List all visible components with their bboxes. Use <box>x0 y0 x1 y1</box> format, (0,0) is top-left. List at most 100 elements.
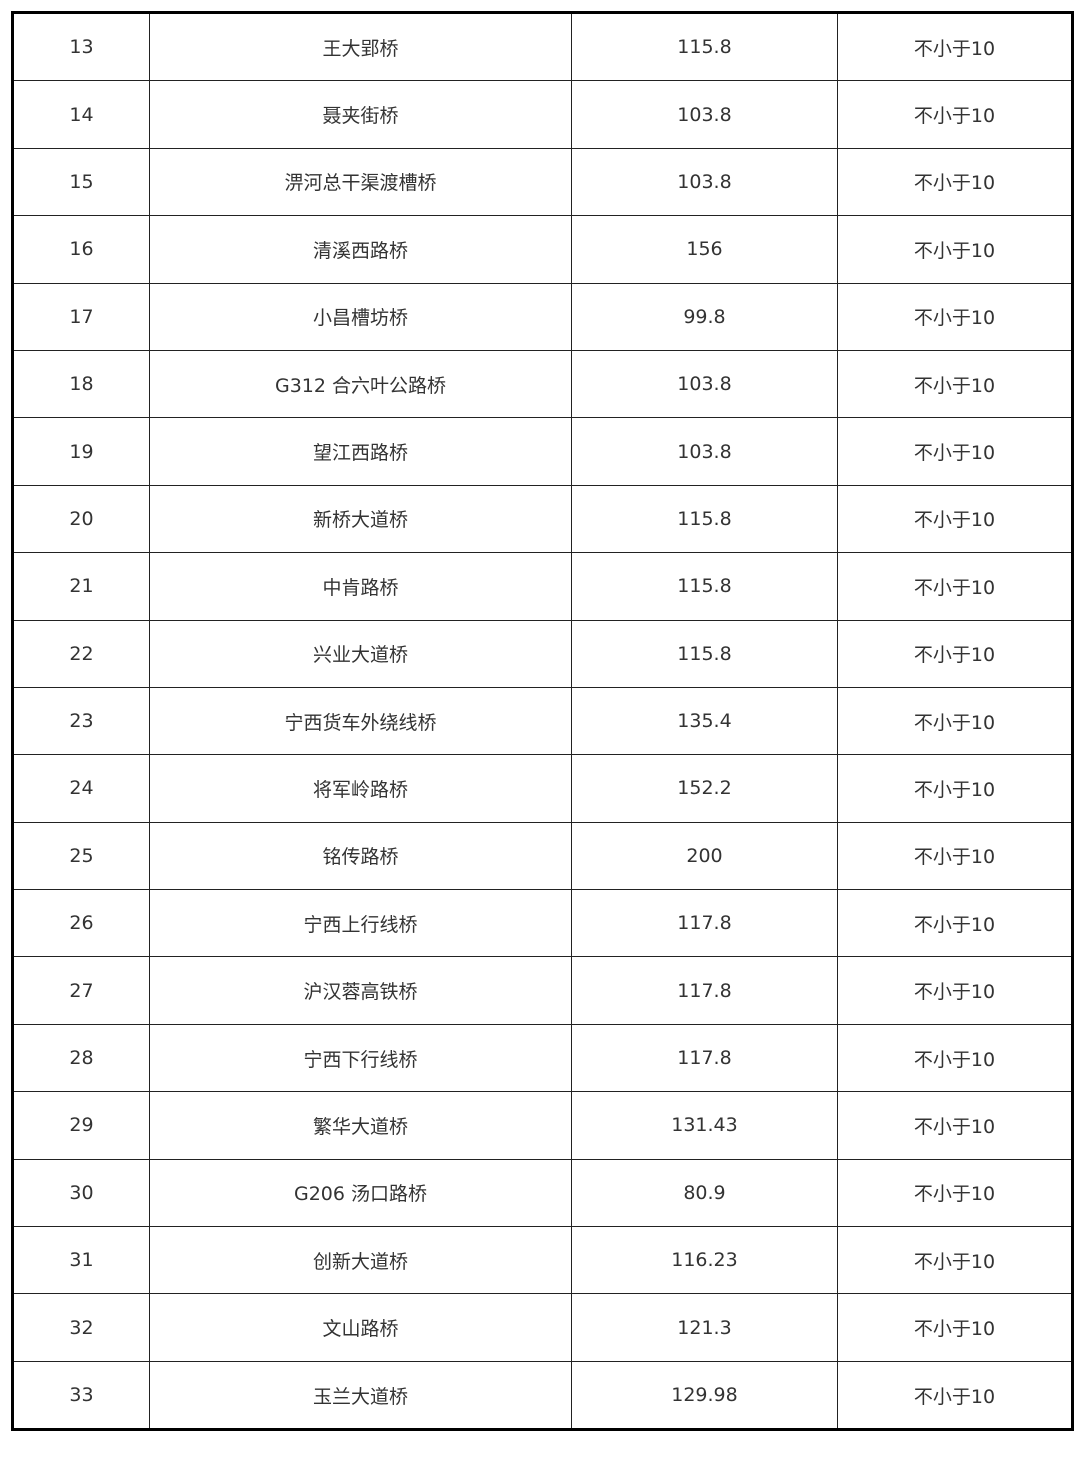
table-row: 27 沪汉蓉高铁桥 117.8 不小于10 <box>12 956 1073 1025</box>
value-cell: 115.8 <box>571 484 838 554</box>
bridge-name: 宁西货车外绕线桥 <box>149 686 572 756</box>
bridge-name: 新桥大道桥 <box>149 484 572 554</box>
table-row: 21 中肯路桥 115.8 不小于10 <box>12 552 1073 621</box>
value-cell: 103.8 <box>571 80 838 149</box>
table-row: 22 兴业大道桥 115.8 不小于10 <box>12 619 1073 688</box>
value-cell: 115.8 <box>571 619 838 688</box>
requirement-cell: 不小于10 <box>837 349 1073 419</box>
value-cell: 117.8 <box>571 956 838 1025</box>
value-cell: 115.8 <box>571 11 838 82</box>
row-number: 27 <box>12 956 150 1025</box>
table-row: 31 创新大道桥 116.23 不小于10 <box>12 1226 1073 1295</box>
value-cell: 116.23 <box>571 1226 838 1295</box>
value-cell: 103.8 <box>571 349 838 419</box>
requirement-cell: 不小于10 <box>837 1293 1073 1362</box>
requirement-cell: 不小于10 <box>837 552 1073 621</box>
bridge-name: 宁西上行线桥 <box>149 889 572 958</box>
bridge-name: G312 合六叶公路桥 <box>149 349 572 419</box>
bridge-name: 聂夹街桥 <box>149 80 572 149</box>
requirement-cell: 不小于10 <box>837 1158 1073 1228</box>
bridge-table: 13 王大郢桥 115.8 不小于10 14 聂夹街桥 103.8 不小于10 15 淠河总干渠渡… <box>11 11 1074 1432</box>
requirement-cell: 不小于10 <box>837 1091 1073 1160</box>
table-row: 24 将军岭路桥 152.2 不小于10 <box>12 754 1073 823</box>
table-row: 33 玉兰大道桥 129.98 不小于10 <box>12 1360 1073 1431</box>
row-number: 21 <box>12 552 150 621</box>
row-number: 13 <box>12 11 150 82</box>
value-cell: 117.8 <box>571 1023 838 1093</box>
row-number: 25 <box>12 821 150 891</box>
table-row: 14 聂夹街桥 103.8 不小于10 <box>12 80 1073 149</box>
requirement-cell: 不小于10 <box>837 754 1073 823</box>
row-number: 29 <box>12 1091 150 1160</box>
row-number: 23 <box>12 686 150 756</box>
table-row: 25 铭传路桥 200 不小于10 <box>12 821 1073 891</box>
table-row: 13 王大郢桥 115.8 不小于10 <box>12 11 1073 82</box>
row-number: 28 <box>12 1023 150 1093</box>
requirement-cell: 不小于10 <box>837 147 1073 217</box>
bridge-name: 望江西路桥 <box>149 417 572 486</box>
value-cell: 117.8 <box>571 889 838 958</box>
requirement-cell: 不小于10 <box>837 11 1073 82</box>
requirement-cell: 不小于10 <box>837 956 1073 1025</box>
bridge-name: 淠河总干渠渡槽桥 <box>149 147 572 217</box>
value-cell: 152.2 <box>571 754 838 823</box>
row-number: 18 <box>12 349 150 419</box>
requirement-cell: 不小于10 <box>837 889 1073 958</box>
table-row: 20 新桥大道桥 115.8 不小于10 <box>12 484 1073 554</box>
bridge-name: 中肯路桥 <box>149 552 572 621</box>
row-number: 20 <box>12 484 150 554</box>
table-row: 26 宁西上行线桥 117.8 不小于10 <box>12 889 1073 958</box>
requirement-cell: 不小于10 <box>837 215 1073 284</box>
value-cell: 103.8 <box>571 147 838 217</box>
row-number: 26 <box>12 889 150 958</box>
row-number: 32 <box>12 1293 150 1362</box>
table-body: 13 王大郢桥 115.8 不小于10 14 聂夹街桥 103.8 不小于10 15 淠河总干渠渡… <box>12 11 1073 1431</box>
requirement-cell: 不小于10 <box>837 1023 1073 1093</box>
row-number: 15 <box>12 147 150 217</box>
bridge-name: 文山路桥 <box>149 1293 572 1362</box>
table-row: 23 宁西货车外绕线桥 135.4 不小于10 <box>12 686 1073 756</box>
row-number: 19 <box>12 417 150 486</box>
value-cell: 200 <box>571 821 838 891</box>
requirement-cell: 不小于10 <box>837 1360 1073 1431</box>
requirement-cell: 不小于10 <box>837 821 1073 891</box>
table-row: 32 文山路桥 121.3 不小于10 <box>12 1293 1073 1362</box>
bridge-name: 铭传路桥 <box>149 821 572 891</box>
value-cell: 129.98 <box>571 1360 838 1431</box>
row-number: 16 <box>12 215 150 284</box>
row-number: 22 <box>12 619 150 688</box>
bridge-name: 繁华大道桥 <box>149 1091 572 1160</box>
value-cell: 135.4 <box>571 686 838 756</box>
bridge-name: 清溪西路桥 <box>149 215 572 284</box>
bridge-name: 宁西下行线桥 <box>149 1023 572 1093</box>
value-cell: 131.43 <box>571 1091 838 1160</box>
table-row: 18 G312 合六叶公路桥 103.8 不小于10 <box>12 349 1073 419</box>
requirement-cell: 不小于10 <box>837 484 1073 554</box>
bridge-name: 兴业大道桥 <box>149 619 572 688</box>
row-number: 17 <box>12 282 150 351</box>
value-cell: 156 <box>571 215 838 284</box>
bridge-name: 将军岭路桥 <box>149 754 572 823</box>
requirement-cell: 不小于10 <box>837 282 1073 351</box>
table-row: 28 宁西下行线桥 117.8 不小于10 <box>12 1023 1073 1093</box>
requirement-cell: 不小于10 <box>837 1226 1073 1295</box>
row-number: 33 <box>12 1360 150 1431</box>
bridge-name: 沪汉蓉高铁桥 <box>149 956 572 1025</box>
row-number: 14 <box>12 80 150 149</box>
requirement-cell: 不小于10 <box>837 619 1073 688</box>
table-row: 30 G206 汤口路桥 80.9 不小于10 <box>12 1158 1073 1228</box>
value-cell: 115.8 <box>571 552 838 621</box>
bridge-name: 创新大道桥 <box>149 1226 572 1295</box>
table-row: 16 清溪西路桥 156 不小于10 <box>12 215 1073 284</box>
table-row: 15 淠河总干渠渡槽桥 103.8 不小于10 <box>12 147 1073 217</box>
requirement-cell: 不小于10 <box>837 80 1073 149</box>
row-number: 30 <box>12 1158 150 1228</box>
bridge-name: 玉兰大道桥 <box>149 1360 572 1431</box>
value-cell: 121.3 <box>571 1293 838 1362</box>
row-number: 24 <box>12 754 150 823</box>
bridge-name: 王大郢桥 <box>149 11 572 82</box>
value-cell: 103.8 <box>571 417 838 486</box>
table-row: 19 望江西路桥 103.8 不小于10 <box>12 417 1073 486</box>
bridge-name: 小昌槽坊桥 <box>149 282 572 351</box>
table-row: 17 小昌槽坊桥 99.8 不小于10 <box>12 282 1073 351</box>
